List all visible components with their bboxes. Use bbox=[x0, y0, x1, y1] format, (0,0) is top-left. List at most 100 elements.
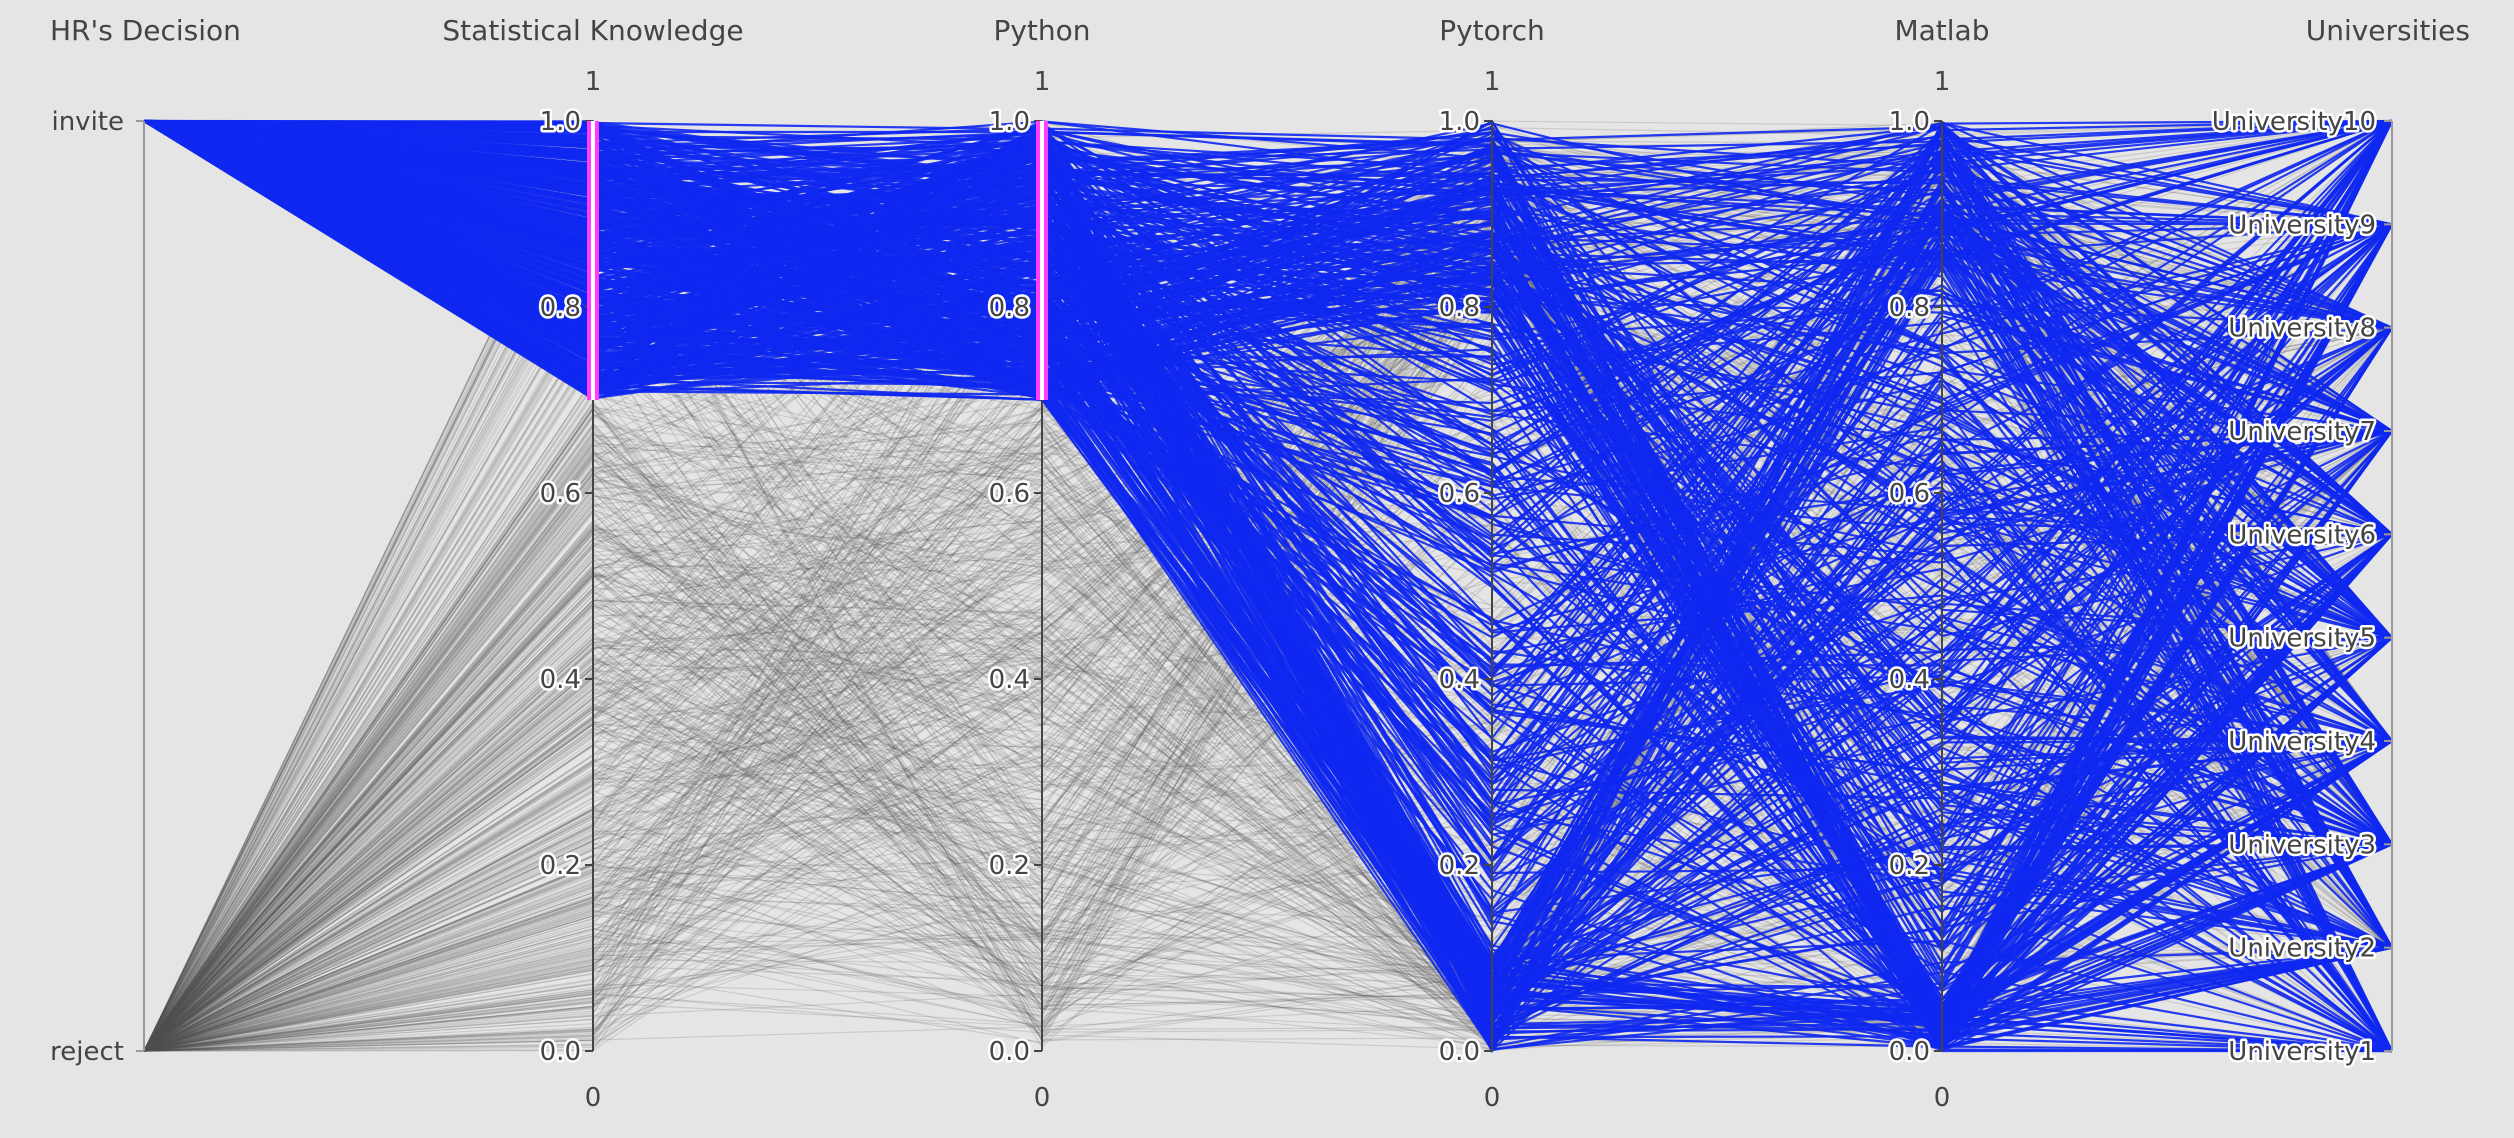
highlighted-line bbox=[143, 119, 2393, 984]
background-line bbox=[143, 373, 2393, 1052]
highlighted-line bbox=[143, 120, 2393, 990]
tick-label: 0.6 bbox=[1439, 479, 1480, 509]
background-line bbox=[143, 120, 2393, 1052]
background-line bbox=[143, 519, 2393, 1052]
highlighted-line bbox=[143, 119, 2393, 433]
category-label: University7 bbox=[2228, 417, 2376, 447]
highlighted-line bbox=[143, 119, 2393, 801]
highlighted-line bbox=[143, 120, 2393, 949]
highlighted-line bbox=[143, 119, 2393, 974]
highlighted-line bbox=[143, 119, 2393, 366]
highlighted-line bbox=[143, 119, 2393, 998]
tick-label: 0.0 bbox=[1889, 1037, 1930, 1067]
tick-label: 0.8 bbox=[540, 293, 581, 323]
background-line bbox=[143, 223, 2393, 1052]
axis-title: Statistical Knowledge bbox=[442, 14, 743, 47]
brush-core bbox=[1040, 121, 1044, 400]
highlighted-line bbox=[143, 120, 2393, 1019]
highlighted-line bbox=[143, 119, 2393, 639]
highlighted-line bbox=[143, 119, 2393, 1005]
background-line bbox=[143, 120, 2393, 1052]
background-line bbox=[143, 271, 2393, 1052]
highlighted-line bbox=[143, 120, 2393, 1052]
background-line bbox=[143, 223, 2393, 1052]
tick-label: 0.2 bbox=[540, 851, 581, 881]
range-max-label: 1 bbox=[585, 67, 602, 97]
range-min-label: 0 bbox=[1934, 1083, 1951, 1113]
highlighted-line bbox=[143, 120, 2393, 914]
tick-label: 0.4 bbox=[540, 665, 581, 695]
highlighted-line bbox=[143, 119, 2393, 519]
background-line bbox=[143, 617, 2393, 1052]
range-min-label: 0 bbox=[1034, 1083, 1051, 1113]
highlighted-line bbox=[143, 119, 2393, 994]
highlighted-line bbox=[143, 119, 2393, 785]
background-line bbox=[143, 555, 2393, 1052]
axis-title: Matlab bbox=[1894, 14, 1989, 47]
highlighted-line bbox=[143, 119, 2393, 740]
axis-4: Matlab 1 00.0 0.2 0.4 0.6 0.8 1.0 bbox=[1886, 14, 1989, 1113]
background-line bbox=[143, 223, 2393, 1052]
background-line bbox=[143, 236, 2393, 1052]
range-max-label: 1 bbox=[1484, 67, 1501, 97]
tick-label: 0.8 bbox=[1889, 293, 1930, 323]
background-line bbox=[143, 435, 2393, 1052]
axis-title: Universities bbox=[2306, 14, 2470, 47]
highlighted-line bbox=[143, 119, 2393, 639]
category-label: University8 bbox=[2228, 314, 2376, 344]
axis-title: HR's Decision bbox=[50, 14, 241, 47]
background-line bbox=[143, 580, 2393, 1052]
category-label: University1 bbox=[2228, 1037, 2376, 1067]
category-label: reject bbox=[50, 1037, 124, 1067]
tick-label: 0.2 bbox=[1889, 851, 1930, 881]
tick-label: 1.0 bbox=[989, 107, 1030, 137]
background-line bbox=[143, 414, 2393, 1052]
background-line bbox=[143, 641, 2393, 1052]
background-line bbox=[143, 223, 2393, 1052]
brush-core bbox=[591, 121, 595, 400]
highlighted-line bbox=[143, 120, 2393, 964]
category-label: University9 bbox=[2228, 210, 2376, 240]
category-label: University6 bbox=[2228, 520, 2376, 550]
highlighted-line bbox=[143, 119, 2393, 1007]
background-line bbox=[143, 327, 2393, 1052]
tick-label: 0.8 bbox=[1439, 293, 1480, 323]
category-label: University4 bbox=[2228, 727, 2376, 757]
axis-2: Python 1 00.0 0.2 0.4 0.6 0.8 1.0 bbox=[986, 14, 1090, 1113]
highlighted-line bbox=[143, 119, 2393, 536]
background-line bbox=[143, 327, 2393, 1052]
tick-label: 0.8 bbox=[989, 293, 1030, 323]
range-max-label: 1 bbox=[1934, 67, 1951, 97]
highlighted-line bbox=[143, 119, 2393, 806]
highlighted-line bbox=[143, 120, 2393, 1026]
axes: HR's Decision reject invite Statistical Kno… bbox=[50, 14, 2470, 1113]
background-line bbox=[143, 430, 2393, 1052]
highlighted-line bbox=[143, 119, 2393, 904]
background-line bbox=[143, 406, 2393, 1052]
background-line bbox=[143, 120, 2393, 1052]
highlighted-line bbox=[143, 119, 2393, 846]
highlighted-line bbox=[143, 120, 2393, 763]
highlighted-line bbox=[143, 119, 2393, 1052]
highlighted-line bbox=[143, 119, 2393, 991]
highlighted-line bbox=[143, 120, 2393, 937]
background-line bbox=[143, 352, 2393, 1052]
highlighted-line bbox=[143, 119, 2393, 1053]
axis-1: Statistical Knowledge 1 00.0 0.2 0.4 0.6 0.8 1.… bbox=[442, 14, 743, 1113]
background-line bbox=[143, 134, 2393, 1052]
highlighted-line bbox=[143, 119, 2393, 1008]
highlighted-line bbox=[143, 119, 2393, 639]
background-line bbox=[143, 720, 2393, 1052]
tick-label: 0.4 bbox=[1439, 665, 1480, 695]
highlighted-line bbox=[143, 119, 2393, 980]
background-line bbox=[143, 430, 2393, 1052]
highlighted-line bbox=[143, 119, 2393, 329]
highlighted-line bbox=[143, 119, 2393, 1052]
range-min-label: 0 bbox=[1484, 1083, 1501, 1113]
highlighted-line bbox=[143, 119, 2393, 1025]
background-line bbox=[143, 626, 2393, 1052]
highlighted-line bbox=[143, 119, 2393, 1052]
background-line bbox=[143, 120, 2393, 1052]
axis-title: Python bbox=[993, 14, 1090, 47]
